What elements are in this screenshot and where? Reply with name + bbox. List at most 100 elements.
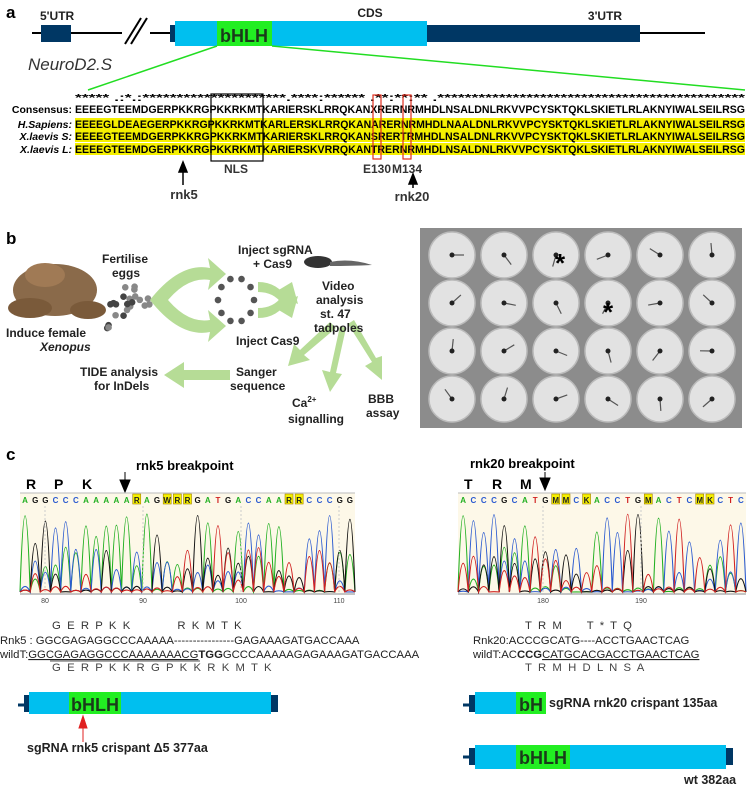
rnk5-caption: sgRNA rnk5 crispant Δ5 377aa [27, 741, 209, 755]
signalling-label: signalling [288, 412, 344, 426]
chromatogram-background [20, 493, 355, 593]
egg [131, 286, 138, 293]
chromatogram-aa: T [464, 476, 473, 492]
rnk5-aa-bottom: G E R P K K R G P K K R K M T K [52, 662, 272, 674]
trace-t [457, 514, 747, 595]
egg [238, 275, 245, 283]
rnk20-mutant-seq: Rnk20:ACCCGCATG----ACCTGAACTCAG [473, 635, 689, 647]
rnk20-breakpoint-title: rnk20 breakpoint [470, 456, 575, 471]
gene-diagram: bHLH 5'UTR CDS 3'UTR NeuroD2.S [28, 6, 746, 91]
base-call: M [696, 496, 703, 505]
panel-b-label: b [6, 229, 16, 248]
base-call: C [73, 496, 79, 505]
axis-tick-label: 90 [139, 598, 147, 605]
workflow-arrows [150, 258, 382, 392]
base-call: A [460, 496, 466, 505]
base-call: T [677, 496, 682, 505]
base-call: M [552, 496, 559, 505]
gene-name: NeuroD2.S [28, 55, 113, 74]
conservation-line: ***** .:*.:*********************.****:**… [75, 93, 745, 104]
base-call: G [225, 496, 231, 505]
induce-label: Induce female [6, 326, 86, 340]
ambiguous-base-highlight [551, 493, 561, 505]
egg [227, 275, 234, 283]
ambiguous-base-highlight [173, 493, 182, 505]
base-call: C [53, 496, 59, 505]
ca-label: Ca2+ [292, 395, 317, 410]
egg [250, 296, 258, 304]
egg [121, 284, 129, 291]
tadpole-head [657, 252, 663, 258]
egg [247, 309, 254, 317]
rnk20-arrow [407, 171, 419, 188]
axis-tick-label: 80 [41, 598, 49, 605]
eggs-cluster [103, 283, 153, 332]
eggs-label: eggs [112, 266, 140, 280]
asterisk-1: * [555, 248, 566, 278]
utr5-label: 5'UTR [40, 9, 75, 23]
rnk20-breakpoint-arrow [539, 472, 551, 492]
base-call: W [163, 496, 171, 505]
rnk20-caption: sgRNA rnk20 crispant 135aa [549, 696, 718, 710]
axis-tick-label: 190 [635, 598, 647, 605]
base-call: C [256, 496, 262, 505]
trace-a [19, 513, 356, 595]
rnk20-label: rnk20 [395, 189, 430, 204]
base-call: C [512, 496, 518, 505]
base-call: C [63, 496, 69, 505]
egg [120, 293, 127, 300]
cds-label: CDS [357, 6, 382, 20]
ambiguous-base-highlight [582, 493, 591, 505]
wt-caption: wt 382aa [683, 773, 737, 786]
tadpole-head [449, 300, 455, 306]
e130-box [372, 94, 382, 160]
base-call: R [174, 496, 180, 505]
tadpole-head [449, 396, 455, 402]
ambiguous-base-highlight [132, 493, 142, 505]
e130-label: E130 [363, 162, 391, 176]
utr5-box [41, 25, 71, 42]
panel-a-label: a [6, 3, 16, 22]
highlight-row [75, 118, 745, 130]
highlight-row [75, 143, 745, 155]
base-call: C [604, 496, 610, 505]
base-call: C [615, 496, 621, 505]
nls-label: NLS [224, 162, 248, 176]
base-call: C [738, 496, 744, 505]
break-mark [124, 17, 142, 45]
base-call: C [491, 496, 497, 505]
rnk20-bh-label: bH [519, 695, 543, 715]
rnk20-sequence-block: T R M T * T Q Rnk20:ACCCGCATG----ACCTGAA… [472, 620, 699, 674]
base-call: M [563, 496, 570, 505]
tadpole-head [553, 396, 559, 402]
egg [110, 299, 117, 307]
m134-label: M134 [392, 162, 422, 176]
bbb-label: BBB [368, 392, 394, 406]
sequence-alignment: ***** .:*.:*********************.****:**… [12, 93, 745, 156]
inject-sgrna-label: Inject sgRNA [238, 243, 313, 257]
egg [141, 302, 149, 309]
alignment-row-seq: EEEEGTEEMDGERPKKRGPKKRKMTKARIERSKVRRQKAN… [75, 144, 745, 156]
tadpole-head [501, 396, 507, 402]
base-call: C [317, 496, 323, 505]
base-call: K [707, 496, 713, 505]
nls-box [210, 93, 264, 162]
rnk5-arrow [177, 159, 189, 185]
rnk5-protein-diagram: bHLH sgRNA rnk5 crispant Δ5 377aa [18, 692, 278, 755]
egg [105, 324, 112, 331]
video-label: Video [322, 279, 354, 293]
tadpole-head [605, 252, 611, 258]
base-call: A [144, 496, 150, 505]
frog-illustration [8, 263, 106, 319]
base-call: G [347, 496, 353, 505]
chromatogram-aa: P [54, 476, 63, 492]
base-call: A [594, 496, 600, 505]
xenopus-label: Xenopus [39, 340, 91, 354]
base-call: A [22, 496, 28, 505]
rnk5-label: rnk5 [170, 187, 197, 202]
base-call: K [584, 496, 590, 505]
fertilise-label: Fertilise [102, 252, 148, 266]
base-call: C [481, 496, 487, 505]
indels-label: for InDels [94, 379, 150, 393]
